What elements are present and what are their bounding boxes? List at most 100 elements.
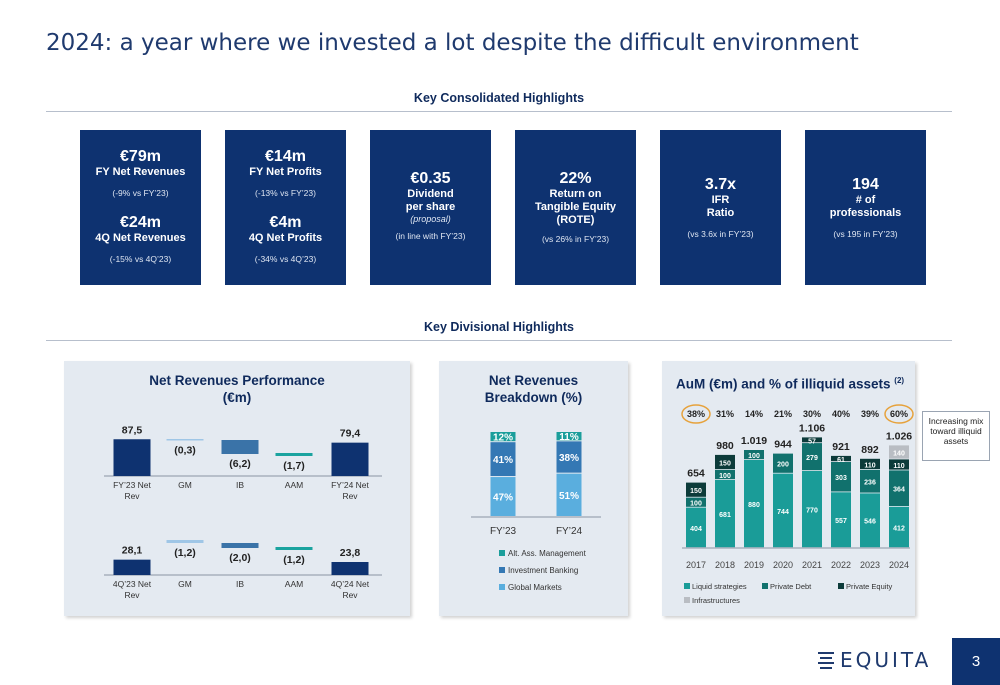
category-label: FY’24 [556,526,583,537]
breakdown-bar-segment [556,473,582,516]
category-label: 4Q’24 Net [331,579,370,589]
legend-swatch [499,550,505,556]
aum-bar-segment [889,470,909,506]
legend-swatch [499,584,505,590]
kpi-label: Return on [549,188,602,200]
illiquid-pct-label: 38% [687,409,705,419]
legend-swatch [684,597,690,603]
data-label: 12% [493,433,513,444]
data-label: (1,7) [283,460,305,472]
aum-bar-segment [744,460,764,548]
kpi-sub: (vs 3.6x in FY’23) [687,229,754,239]
breakdown-bar-segment [490,477,516,516]
highlight-circle [884,404,914,424]
data-label: 47% [493,493,513,504]
section-divider [46,111,952,112]
waterfall-bar [166,540,204,543]
legend-swatch [684,583,690,589]
kpi-box-dividend: €0.35 Dividend per share (proposal) (in … [370,130,491,285]
kpi-label: 4Q Net Profits [248,232,323,244]
aum-bar-segment [744,450,764,460]
panel-title: AuM (€m) and % of illiquid assets (2) [676,372,904,393]
data-label: 200 [777,462,789,469]
data-label: 279 [806,455,818,462]
aum-bar-segment [831,462,851,492]
equita-logo-icon [818,652,834,669]
legend-swatch [762,583,768,589]
category-label: GM [178,480,192,490]
total-label: 1.026 [886,430,912,442]
page-number: 3 [952,638,1000,685]
legend-swatch [499,567,505,573]
illiquid-pct-label: 60% [890,409,908,419]
category-label: FY’24 Net [331,480,369,490]
data-label: 140 [893,450,905,457]
kpi-value: €79m [120,148,161,165]
category-label: 2021 [802,560,822,570]
aum-bar-segment [831,492,851,548]
breakdown-chart: 47% 41% 12% FY’23 51% 38% 11% FY’24 Alt. Ass. Ma… [471,432,601,592]
category-label: AAM [285,480,303,490]
data-label: 770 [806,508,818,515]
kpi-label: IFR [711,194,730,206]
total-label: 944 [774,439,792,451]
total-label: 892 [861,444,879,456]
total-label: 1.019 [741,435,767,447]
category-label: 2020 [773,560,793,570]
kpi-sub: (vs 195 in FY’23) [833,229,898,239]
equita-logo: EQUITA [818,648,931,672]
data-label: 557 [835,518,847,525]
waterfall-bar [113,559,151,575]
data-label: (2,0) [229,552,251,564]
category-label: FY’23 Net [113,480,151,490]
aum-bar-segment [889,445,909,459]
kpi-sub: (-13% vs FY’23) [255,188,316,198]
aum-chart: 404 100 150 654 38% 2017 681 100 150 980 31% 2018 88… [681,404,914,605]
legend-label: Private Equity [846,582,893,591]
kpi-label: Ratio [706,207,735,219]
section-header-consolidated: Key Consolidated Highlights [413,91,585,105]
data-label: 404 [690,526,702,533]
data-label: 28,1 [122,545,143,557]
illiquid-pct-label: 30% [803,409,821,419]
legend-label: Alt. Ass. Management [508,549,587,558]
category-label: FY’23 [490,526,517,537]
data-label: 110 [864,462,875,469]
kpi-label: FY Net Revenues [95,166,186,178]
category-label: 2017 [686,560,706,570]
category-label: AAM [285,579,303,589]
data-label: 87,5 [122,424,143,436]
kpi-value: €14m [265,148,306,165]
kpi-sub: (-15% vs 4Q’23) [109,254,172,264]
category-label: 2018 [715,560,735,570]
panel-title: Net Revenues Breakdown (%) [484,373,583,405]
data-label: 57 [808,438,816,445]
data-label: 11% [559,432,579,443]
data-label: 681 [719,512,731,519]
data-label: (1,2) [174,547,196,559]
total-label: 1.106 [799,422,825,434]
data-label: 100 [719,473,731,480]
kpi-note: (proposal) [410,214,451,224]
highlight-circle [681,404,711,424]
panel-aum: AuM (€m) and % of illiquid assets (2) 40… [662,361,915,616]
legend-label: Liquid strategies [692,582,747,591]
kpi-label: Tangible Equity [534,201,617,213]
kpi-sub: (vs 26% in FY’23) [541,234,610,244]
breakdown-bar-segment [490,442,516,477]
kpi-label: # of [855,194,876,206]
section-divider [46,340,952,341]
waterfall-bar [166,439,204,441]
aum-bar-segment [686,507,706,548]
kpi-label: professionals [829,207,902,219]
illiquid-pct-label: 39% [861,409,879,419]
waterfall-chart: 87,5FY’23 NetRev(0,3)GM(6,2)IB(1,7)AAM79… [104,424,382,600]
kpi-value: €4m [269,214,302,231]
legend-label: Private Debt [770,582,812,591]
kpi-value: 22% [559,170,592,187]
callout-note: Increasing mix toward illiquid assets [922,411,990,461]
kpi-value: 3.7x [704,176,737,193]
aum-bar-segment [860,493,880,548]
illiquid-pct-label: 21% [774,409,792,419]
data-label: 303 [835,475,847,482]
